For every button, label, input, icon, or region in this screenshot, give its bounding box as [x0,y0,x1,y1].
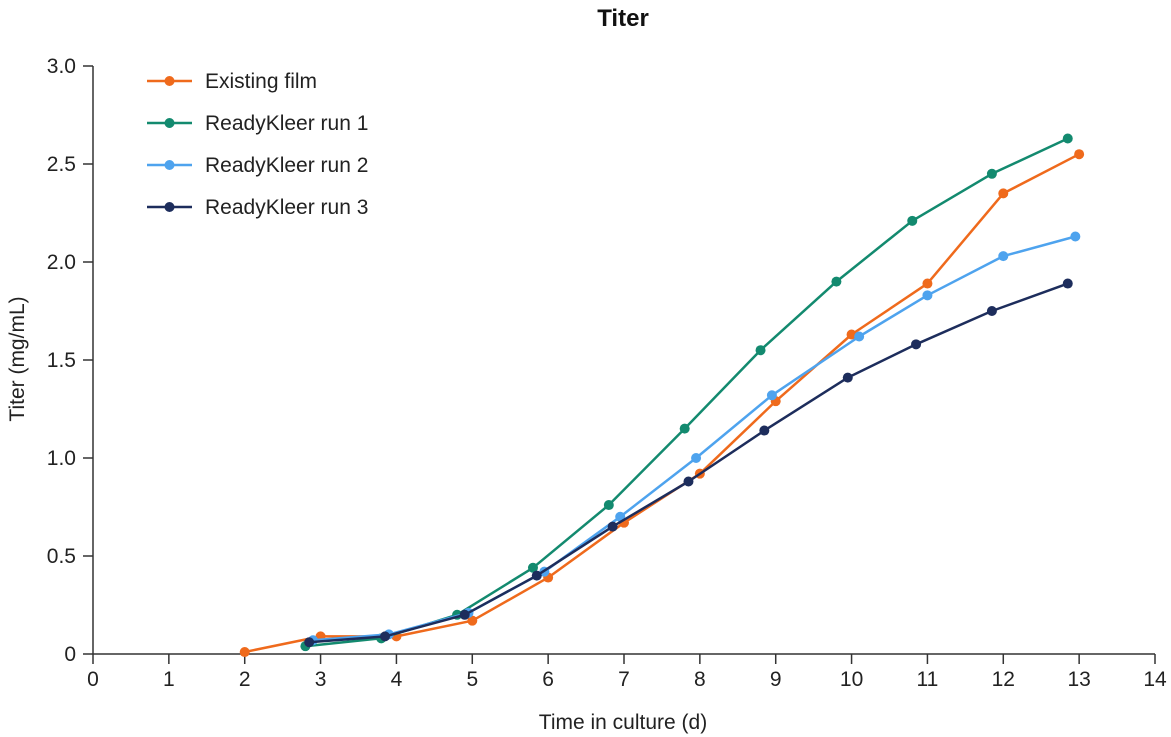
data-point [1062,278,1073,289]
data-point [911,339,922,350]
chart-title: Titer [597,5,649,32]
x-tick-label: 6 [542,668,554,691]
series-existing-film [239,149,1085,658]
data-point [759,425,770,436]
data-point [986,306,997,316]
x-tick-label: 13 [1067,668,1090,691]
x-tick-label: 10 [840,668,863,691]
x-tick-label: 3 [315,668,327,691]
y-tick-label: 3.0 [47,55,76,78]
data-point [1074,149,1085,160]
data-point [239,647,250,658]
data-point [766,390,777,401]
data-point [755,345,766,356]
legend-item: ReadyKleer run 2 [147,154,368,177]
data-point [831,276,842,287]
data-point [1070,231,1081,242]
data-point [854,331,865,342]
legend-item: ReadyKleer run 3 [147,196,368,219]
data-point [846,329,857,340]
series-line [305,137,1069,648]
data-point [527,562,538,573]
y-tick-label: 2.0 [47,251,76,274]
legend-label: ReadyKleer run 1 [205,112,368,135]
data-point [691,453,702,463]
y-tick-label: 1.0 [47,447,76,470]
legend-swatch-marker [164,76,175,86]
series-line [312,235,1076,642]
x-tick-label: 12 [992,668,1015,691]
data-point [1062,133,1073,144]
x-tick-label: 5 [466,668,478,691]
series-line [244,153,1080,654]
x-tick-label: 14 [1143,668,1167,691]
series-readykleer-run-3 [304,278,1073,648]
y-tick-label: 2.5 [47,153,76,176]
x-tick-label: 1 [163,668,175,691]
x-tick-label: 7 [618,668,630,691]
x-tick-label: 4 [391,668,403,691]
y-tick-label: 0 [64,643,76,666]
x-tick-label: 9 [770,668,782,691]
data-point [304,637,315,648]
data-point [603,500,614,511]
data-point [459,609,470,620]
data-point [679,423,690,434]
legend-label: ReadyKleer run 2 [205,154,368,177]
legend: Existing film ReadyKleer run 1 ReadyKleer … [147,70,368,219]
legend-item: Existing film [147,70,317,93]
data-point [998,251,1009,262]
data-point [998,188,1009,199]
data-point [380,631,391,642]
legend-swatch-marker [164,118,175,128]
x-tick-label: 2 [239,668,251,691]
data-point [607,521,618,532]
data-point [683,476,694,487]
x-axis-label: Time in culture (d) [539,711,707,734]
series-readykleer-run-1 [300,133,1073,652]
legend-label: ReadyKleer run 3 [205,196,368,219]
data-point [907,215,918,226]
y-tick-label: 0.5 [47,545,76,568]
x-tick-label: 8 [694,668,706,691]
legend-label: Existing film [205,70,317,93]
y-tick-label: 1.5 [47,349,76,372]
y-axis-label: Titer (mg/mL) [6,296,29,421]
data-point [842,372,853,383]
legend-item: ReadyKleer run 1 [147,112,368,135]
x-tick-label: 0 [87,668,99,691]
data-point [922,278,933,289]
series-layer [239,133,1085,658]
legend-swatch-marker [164,202,175,212]
data-point [922,290,933,301]
data-point [986,168,997,179]
x-tick-label: 11 [917,668,939,691]
data-point [467,615,478,626]
series-readykleer-run-2 [307,231,1081,646]
data-point [531,570,542,581]
legend-swatch-marker [164,160,175,170]
